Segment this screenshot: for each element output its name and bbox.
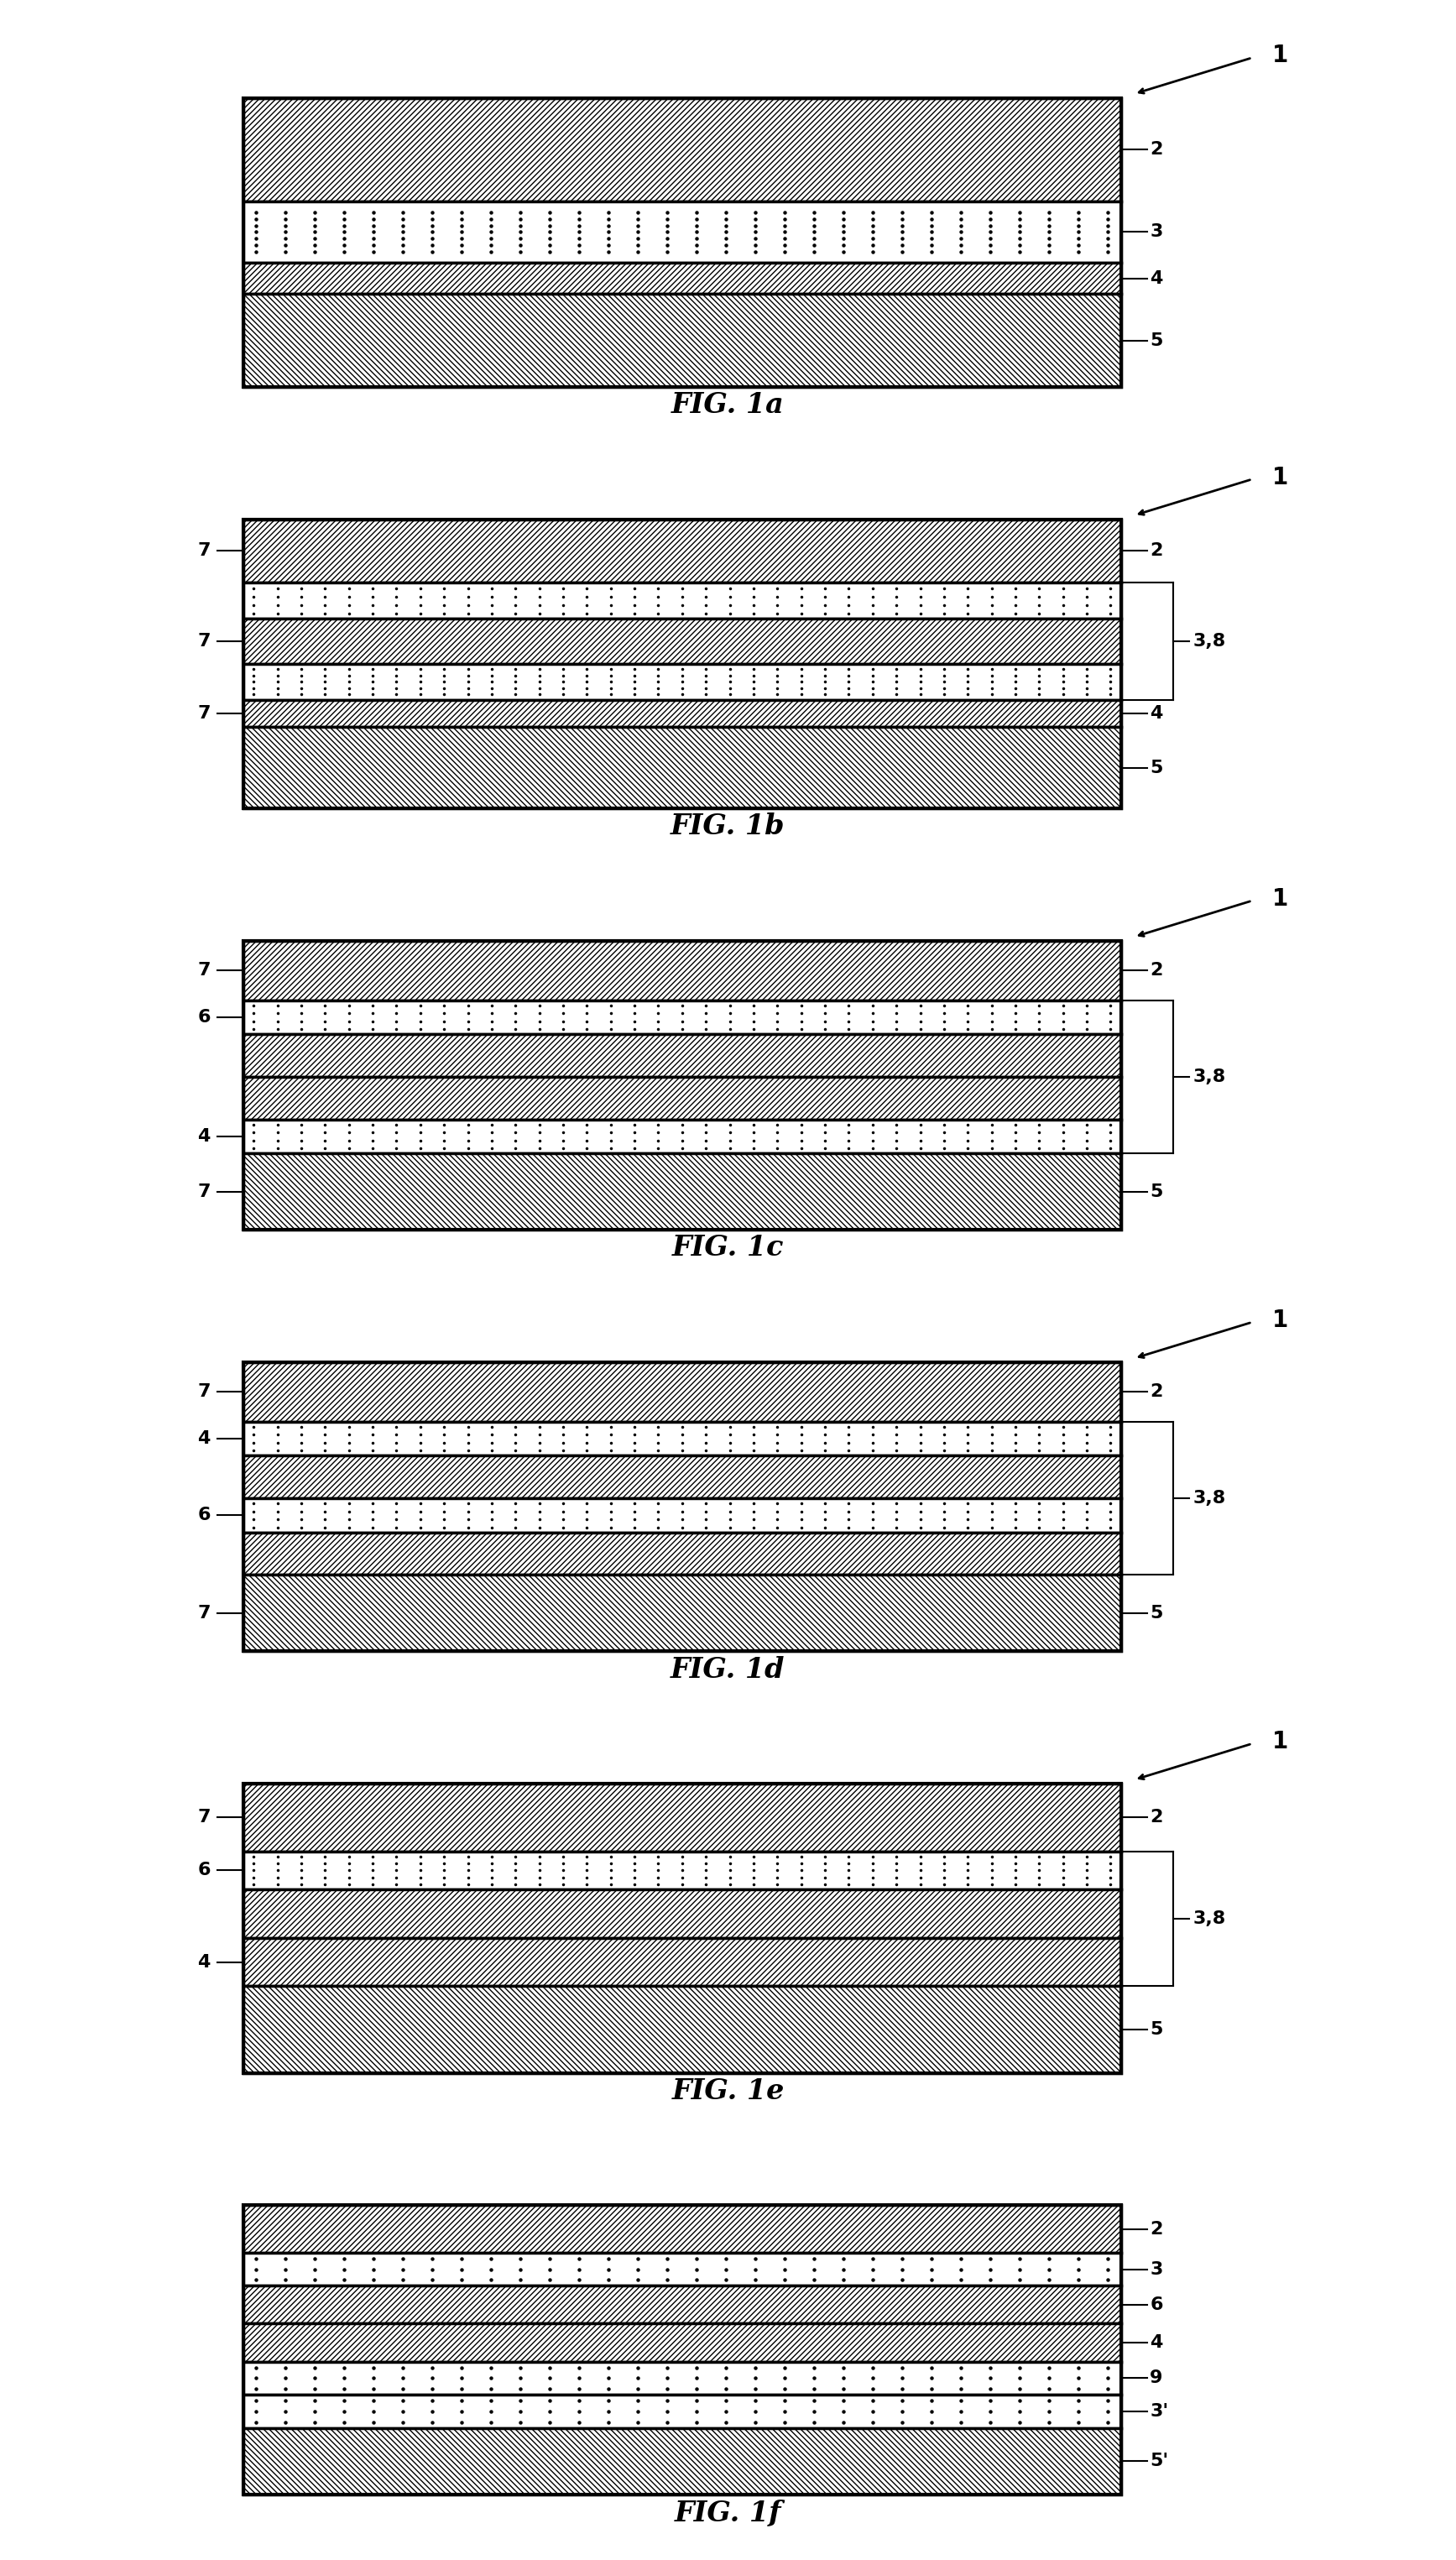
Bar: [243, 2204, 1121, 2493]
Text: 7: 7: [198, 704, 210, 722]
Bar: [243, 1457, 1121, 1498]
Bar: [243, 1938, 1121, 1987]
Bar: [243, 97, 1121, 387]
Text: 1: 1: [1273, 886, 1289, 911]
Text: FIG. 1a: FIG. 1a: [671, 392, 785, 420]
Text: 3: 3: [1150, 2260, 1163, 2278]
Bar: [243, 1155, 1121, 1229]
Bar: [243, 202, 1121, 264]
Text: 6: 6: [198, 1861, 210, 1879]
Text: 5: 5: [1150, 760, 1163, 776]
Bar: [243, 1784, 1121, 1851]
Text: 4: 4: [198, 1129, 210, 1144]
Bar: [243, 1078, 1121, 1119]
Text: 1: 1: [1273, 1731, 1289, 1754]
Text: 7: 7: [198, 543, 210, 558]
Text: 2: 2: [1150, 1810, 1163, 1825]
Text: FIG. 1e: FIG. 1e: [671, 2076, 785, 2104]
Text: FIG. 1c: FIG. 1c: [673, 1234, 783, 1262]
Bar: [243, 1034, 1121, 1078]
Bar: [243, 1362, 1121, 1421]
Text: 1: 1: [1273, 466, 1289, 489]
Text: 6: 6: [198, 1508, 210, 1523]
Text: 1: 1: [1273, 44, 1289, 67]
Text: 2: 2: [1150, 141, 1163, 159]
Text: 3,8: 3,8: [1194, 1490, 1226, 1508]
Bar: [243, 2204, 1121, 2253]
Text: 3,8: 3,8: [1194, 1068, 1226, 1085]
Text: FIG. 1d: FIG. 1d: [671, 1656, 785, 1684]
Bar: [243, 2286, 1121, 2324]
Text: 6: 6: [198, 1009, 210, 1027]
Text: 9: 9: [1150, 2371, 1163, 2386]
Text: 7: 7: [198, 1810, 210, 1825]
Bar: [243, 520, 1121, 809]
Text: 3,8: 3,8: [1194, 1910, 1226, 1928]
Bar: [243, 97, 1121, 202]
Bar: [243, 1574, 1121, 1651]
Text: 5: 5: [1150, 333, 1163, 348]
Bar: [243, 727, 1121, 809]
Bar: [243, 2394, 1121, 2427]
Bar: [243, 584, 1121, 620]
Text: 3': 3': [1150, 2404, 1169, 2419]
Text: 4: 4: [1150, 704, 1163, 722]
Text: 7: 7: [198, 1382, 210, 1400]
Bar: [243, 1498, 1121, 1533]
Text: 7: 7: [198, 963, 210, 978]
Text: 5: 5: [1150, 1605, 1163, 1620]
Text: 3,8: 3,8: [1194, 632, 1226, 650]
Bar: [243, 663, 1121, 699]
Bar: [243, 1362, 1121, 1651]
Bar: [243, 699, 1121, 727]
Text: 4: 4: [198, 1953, 210, 1971]
Bar: [243, 1119, 1121, 1155]
Bar: [243, 1001, 1121, 1034]
Bar: [243, 520, 1121, 584]
Text: 7: 7: [198, 632, 210, 650]
Bar: [243, 1851, 1121, 1889]
Bar: [243, 1987, 1121, 2074]
Text: 2: 2: [1150, 963, 1163, 978]
Bar: [243, 1784, 1121, 2074]
Bar: [243, 2360, 1121, 2394]
Bar: [243, 1421, 1121, 1457]
Text: FIG. 1b: FIG. 1b: [671, 812, 785, 840]
Text: 7: 7: [198, 1605, 210, 1620]
Bar: [243, 2427, 1121, 2493]
Text: FIG. 1f: FIG. 1f: [674, 2499, 782, 2527]
Text: 4: 4: [1150, 2335, 1163, 2350]
Text: 5': 5': [1150, 2452, 1169, 2470]
Text: 2: 2: [1150, 1382, 1163, 1400]
Bar: [243, 1889, 1121, 1938]
Bar: [243, 264, 1121, 294]
Bar: [243, 620, 1121, 663]
Bar: [243, 2253, 1121, 2286]
Bar: [243, 942, 1121, 1001]
Bar: [243, 942, 1121, 1229]
Text: 5: 5: [1150, 2020, 1163, 2038]
Bar: [243, 1533, 1121, 1574]
Text: 2: 2: [1150, 543, 1163, 558]
Text: 6: 6: [1150, 2296, 1163, 2314]
Text: 3: 3: [1150, 223, 1163, 241]
Text: 2: 2: [1150, 2220, 1163, 2237]
Text: 5: 5: [1150, 1183, 1163, 1201]
Text: 7: 7: [198, 1183, 210, 1201]
Bar: [243, 294, 1121, 387]
Bar: [243, 2324, 1121, 2360]
Text: 1: 1: [1273, 1308, 1289, 1331]
Text: 4: 4: [1150, 271, 1163, 287]
Text: 4: 4: [198, 1431, 210, 1446]
